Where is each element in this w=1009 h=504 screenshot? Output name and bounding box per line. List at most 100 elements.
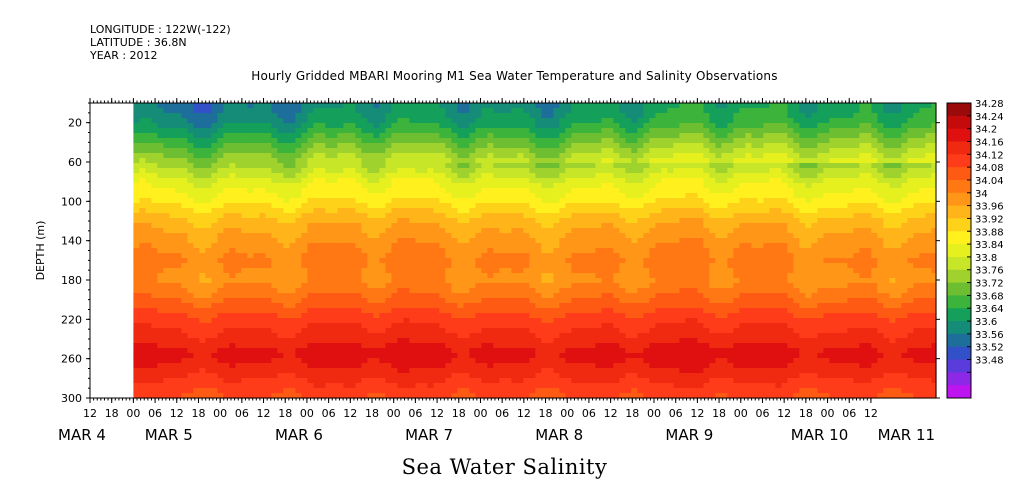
salinity-cell xyxy=(607,218,614,224)
salinity-cell xyxy=(499,133,506,139)
salinity-cell xyxy=(271,368,278,374)
salinity-cell xyxy=(349,338,356,344)
salinity-cell xyxy=(415,158,422,164)
salinity-cell xyxy=(631,133,638,139)
salinity-cell xyxy=(253,113,260,119)
salinity-cell xyxy=(337,188,344,194)
salinity-cell xyxy=(349,143,356,149)
salinity-cell xyxy=(205,123,212,129)
salinity-cell xyxy=(559,173,566,179)
salinity-cell xyxy=(187,163,194,169)
salinity-cell xyxy=(445,333,452,339)
salinity-cell xyxy=(163,263,170,269)
salinity-cell xyxy=(511,148,518,154)
salinity-cell xyxy=(343,143,350,149)
salinity-cell xyxy=(553,258,560,264)
salinity-cell xyxy=(385,133,392,139)
salinity-cell xyxy=(139,273,146,279)
salinity-cell xyxy=(415,273,422,279)
salinity-cell xyxy=(481,393,488,399)
salinity-cell xyxy=(247,158,254,164)
salinity-cell xyxy=(223,303,230,309)
salinity-cell xyxy=(325,323,332,329)
salinity-cell xyxy=(313,253,320,259)
salinity-cell xyxy=(601,393,608,399)
salinity-cell xyxy=(637,103,644,109)
salinity-cell xyxy=(523,258,530,264)
salinity-cell xyxy=(589,103,596,109)
salinity-cell xyxy=(409,353,416,359)
salinity-cell xyxy=(229,123,236,129)
salinity-cell xyxy=(463,323,470,329)
salinity-cell xyxy=(439,183,446,189)
salinity-cell xyxy=(193,358,200,364)
salinity-cell xyxy=(397,278,404,284)
salinity-cell xyxy=(259,243,266,249)
salinity-cell xyxy=(211,153,218,159)
salinity-cell xyxy=(409,253,416,259)
salinity-cell xyxy=(487,233,494,239)
salinity-cell xyxy=(547,368,554,374)
salinity-cell xyxy=(379,188,386,194)
salinity-cell xyxy=(583,198,590,204)
salinity-cell xyxy=(217,343,224,349)
salinity-cell xyxy=(463,178,470,184)
salinity-cell xyxy=(403,348,410,354)
salinity-cell xyxy=(295,203,302,209)
salinity-cell xyxy=(559,213,566,219)
salinity-cell xyxy=(505,158,512,164)
salinity-cell xyxy=(337,353,344,359)
salinity-cell xyxy=(433,303,440,309)
salinity-cell xyxy=(631,138,638,144)
salinity-cell xyxy=(361,343,368,349)
salinity-cell xyxy=(175,213,182,219)
salinity-cell xyxy=(289,318,296,324)
salinity-cell xyxy=(217,198,224,204)
salinity-cell xyxy=(631,198,638,204)
salinity-cell xyxy=(583,203,590,209)
salinity-cell xyxy=(151,243,158,249)
salinity-cell xyxy=(625,198,632,204)
salinity-cell xyxy=(541,253,548,259)
salinity-cell xyxy=(601,263,608,269)
salinity-cell xyxy=(313,308,320,314)
salinity-cell xyxy=(163,148,170,154)
salinity-cell xyxy=(337,173,344,179)
salinity-cell xyxy=(439,128,446,134)
salinity-cell xyxy=(427,268,434,274)
salinity-cell xyxy=(361,198,368,204)
salinity-cell xyxy=(403,388,410,394)
salinity-cell xyxy=(493,168,500,174)
salinity-cell xyxy=(265,298,272,304)
salinity-cell xyxy=(547,218,554,224)
salinity-cell xyxy=(595,143,602,149)
salinity-cell xyxy=(511,118,518,124)
salinity-cell xyxy=(373,278,380,284)
salinity-cell xyxy=(259,138,266,144)
salinity-cell xyxy=(385,393,392,399)
salinity-cell xyxy=(151,208,158,214)
salinity-cell xyxy=(481,193,488,199)
salinity-cell xyxy=(295,328,302,334)
salinity-cell xyxy=(313,118,320,124)
salinity-cell xyxy=(445,153,452,159)
salinity-cell xyxy=(253,378,260,384)
salinity-cell xyxy=(505,178,512,184)
salinity-cell xyxy=(343,388,350,394)
salinity-cell xyxy=(199,303,206,309)
salinity-cell xyxy=(523,118,530,124)
salinity-cell xyxy=(223,393,230,399)
salinity-cell xyxy=(193,263,200,269)
salinity-cell xyxy=(625,233,632,239)
salinity-cell xyxy=(487,283,494,289)
salinity-cell xyxy=(289,203,296,209)
salinity-cell xyxy=(367,218,374,224)
salinity-cell xyxy=(313,368,320,374)
salinity-cell xyxy=(385,388,392,394)
salinity-cell xyxy=(211,373,218,379)
salinity-cell xyxy=(343,283,350,289)
salinity-cell xyxy=(481,138,488,144)
salinity-cell xyxy=(529,203,536,209)
salinity-cell xyxy=(187,248,194,254)
salinity-cell xyxy=(577,363,584,369)
